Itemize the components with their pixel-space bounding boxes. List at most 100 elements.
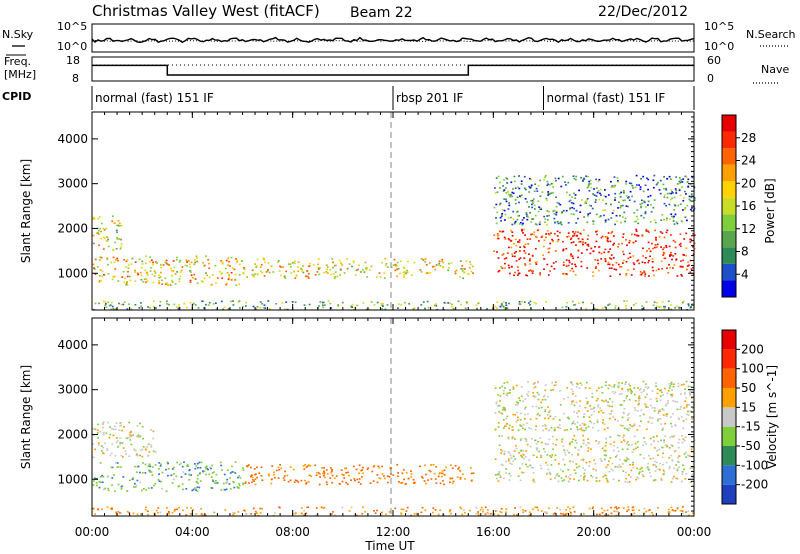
echo-cell <box>577 454 580 456</box>
echo-cell <box>519 424 522 426</box>
echo-cell <box>199 472 202 474</box>
echo-cell <box>632 461 634 464</box>
echo-cell <box>158 480 161 482</box>
echo-cell <box>546 414 549 416</box>
echo-cell <box>617 308 619 310</box>
echo-cell <box>670 251 672 254</box>
echo-cell <box>644 257 647 259</box>
echo-cell <box>331 474 334 477</box>
echo-cell <box>621 204 624 207</box>
echo-cell <box>643 437 646 439</box>
echo-cell <box>263 306 265 309</box>
echo-cell <box>644 275 646 277</box>
echo-cell <box>494 305 497 308</box>
echo-cell <box>98 281 101 283</box>
echo-cell <box>663 439 665 441</box>
echo-cell <box>358 472 360 475</box>
echo-cell <box>533 233 535 236</box>
echo-cell <box>525 463 527 466</box>
echo-cell <box>555 260 557 263</box>
echo-cell <box>571 383 574 386</box>
echo-cell <box>547 192 550 194</box>
echo-cell <box>476 307 478 310</box>
echo-cell <box>574 231 577 233</box>
echo-cell <box>192 303 194 305</box>
echo-cell <box>607 251 610 254</box>
echo-cell <box>460 268 463 270</box>
echo-cell <box>691 397 693 399</box>
echo-cell <box>612 416 615 418</box>
echo-cell <box>521 223 524 226</box>
echo-cell <box>603 428 606 431</box>
echo-cell <box>308 265 311 267</box>
echo-cell <box>546 454 549 456</box>
echo-cell <box>636 234 639 237</box>
echo-cell <box>526 201 528 203</box>
echo-cell <box>203 470 206 472</box>
echo-cell <box>686 265 689 267</box>
echo-cell <box>651 266 654 269</box>
echo-cell <box>156 262 158 264</box>
echo-cell <box>251 476 254 479</box>
x-tick-label: 20:00 <box>576 525 611 539</box>
echo-cell <box>688 514 690 517</box>
echo-cell <box>545 511 548 513</box>
echo-cell <box>633 200 636 203</box>
echo-cell <box>408 302 410 305</box>
echo-cell <box>404 272 407 274</box>
echo-cell <box>632 506 635 509</box>
echo-cell <box>419 465 421 468</box>
echo-cell <box>608 263 611 266</box>
echo-cell <box>673 383 675 385</box>
echo-cell <box>670 308 673 311</box>
echo-cell <box>688 391 691 394</box>
echo-cell <box>684 175 687 178</box>
echo-cell <box>657 454 659 456</box>
echo-cell <box>540 441 543 444</box>
echo-cell <box>141 448 144 451</box>
echo-cell <box>592 193 594 195</box>
echo-cell <box>622 250 624 253</box>
echo-cell <box>456 476 459 478</box>
echo-cell <box>317 268 320 271</box>
echo-cell <box>609 240 612 243</box>
echo-cell <box>513 255 516 258</box>
echo-cell <box>532 508 534 510</box>
echo-cell <box>281 302 284 304</box>
echo-cell <box>583 478 585 481</box>
echo-cell <box>259 301 262 303</box>
echo-cell <box>522 454 525 456</box>
echo-cell <box>97 432 99 434</box>
echo-cell <box>624 481 627 483</box>
echo-cell <box>519 246 522 248</box>
echo-cell <box>150 444 153 447</box>
echo-cell <box>653 174 656 177</box>
echo-cell <box>548 471 551 474</box>
echo-cell <box>460 507 463 510</box>
echo-cell <box>157 511 159 514</box>
echo-cell <box>118 302 120 305</box>
echo-cell <box>591 396 594 398</box>
echo-cell <box>256 512 258 514</box>
echo-cell <box>238 274 241 276</box>
echo-cell <box>243 509 245 512</box>
echo-cell <box>477 511 479 513</box>
echo-cell <box>441 472 443 475</box>
echo-cell <box>667 271 670 274</box>
echo-cell <box>494 474 497 476</box>
echo-cell <box>140 266 143 269</box>
echo-cell <box>565 247 568 250</box>
echo-cell <box>528 206 530 208</box>
echo-cell <box>438 262 441 265</box>
echo-cell <box>570 202 573 204</box>
colorbar-swatch <box>722 148 736 165</box>
echo-cell <box>690 208 692 211</box>
echo-cell <box>593 407 596 409</box>
echo-cell <box>602 209 605 212</box>
echo-cell <box>182 471 185 473</box>
echo-cell <box>680 274 683 276</box>
echo-cell <box>656 243 659 246</box>
echo-cell <box>608 460 610 462</box>
echo-cell <box>571 423 573 425</box>
echo-cell <box>227 308 230 310</box>
